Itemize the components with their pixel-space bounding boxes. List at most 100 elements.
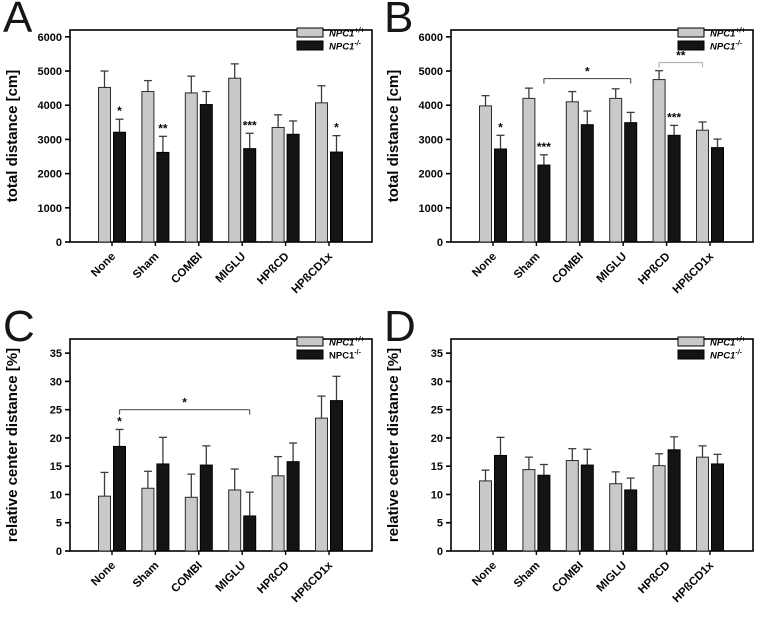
legend-label-superscript: +/+ <box>735 28 745 35</box>
y-tick-label: 4000 <box>419 100 443 112</box>
bar-ko-combi <box>199 104 213 243</box>
x-tick-label-miglu: MIGLU <box>595 560 630 595</box>
bar-ko-combi <box>199 464 213 552</box>
bar-wt-combi <box>565 460 579 552</box>
bar-ko-hpßcd <box>286 461 300 552</box>
bar-wt-hpßcd <box>652 79 666 243</box>
legend-label-wt: NPC1+/+ <box>329 337 364 349</box>
y-tick-label: 15 <box>431 461 443 473</box>
bar-wt-none <box>479 105 492 243</box>
bar-ko-hpßcd1x <box>330 400 343 552</box>
bar-ko-miglu <box>243 148 257 243</box>
legend-label-superscript: -/- <box>735 41 742 48</box>
legend-label-ko: NPC1-/- <box>329 350 362 362</box>
y-tick-label: 20 <box>50 433 62 445</box>
y-tick-label: 10 <box>50 489 62 501</box>
x-tick-label-miglu: MIGLU <box>214 560 249 595</box>
y-axis-label: relative center distance [%] <box>385 348 402 542</box>
bar-ko-combi <box>580 464 594 552</box>
bar-wt-hpßcd1x <box>315 102 328 243</box>
legend-label-superscript: +/+ <box>354 28 364 35</box>
y-tick-label: 5 <box>437 518 443 530</box>
legend-label-ko: NPC1-/- <box>710 350 743 362</box>
y-tick-label: 6000 <box>419 32 443 44</box>
x-tick-label-sham: Sham <box>512 560 543 591</box>
bar-ko-hpßcd <box>286 133 300 243</box>
significance-star: ** <box>158 121 168 135</box>
legend-label-superscript: +/+ <box>354 337 364 344</box>
legend-swatch-ko <box>296 40 324 51</box>
y-tick-label: 5000 <box>419 66 443 78</box>
bar-ko-sham <box>537 164 551 243</box>
bar-wt-combi <box>184 496 198 552</box>
legend-label-superscript: -/- <box>354 41 361 48</box>
bar-wt-miglu <box>228 489 242 552</box>
panel-c: 0 5 10 15 20 25 30 35 relative center distance [… <box>0 302 381 618</box>
x-tick-label-hpßcd: HPßCD <box>255 560 292 597</box>
x-tick-label-sham: Sham <box>512 251 543 282</box>
bar-wt-hpßcd <box>652 465 666 552</box>
x-tick-label-hpßcd1x: HPßCD1x <box>290 559 336 605</box>
bar-wt-miglu <box>609 97 623 243</box>
plot-frame <box>69 338 373 552</box>
bar-ko-hpßcd1x <box>330 151 343 243</box>
panel-letter-d: D <box>384 302 416 351</box>
y-tick-label: 3000 <box>419 134 443 146</box>
legend-swatch-wt <box>296 27 324 38</box>
legend-swatch-wt <box>296 336 324 347</box>
y-tick-label: 1000 <box>419 203 443 215</box>
y-tick-label: 20 <box>431 433 443 445</box>
y-tick-label: 25 <box>50 405 62 417</box>
x-tick-label-miglu: MIGLU <box>595 251 630 286</box>
chart-b: 0 1000 2000 3000 4000 5000 6000 total distance … <box>385 27 754 296</box>
bar-wt-none <box>479 480 492 552</box>
y-tick-label: 35 <box>431 348 443 360</box>
x-tick-label-combi: COMBI <box>169 560 205 596</box>
y-tick-label: 15 <box>50 461 62 473</box>
x-tick-label-none: None <box>470 560 499 589</box>
legend-label-superscript: +/+ <box>735 337 745 344</box>
significance-star: * <box>117 104 122 118</box>
bar-ko-sham <box>537 474 551 552</box>
bracket-significance-label: * <box>585 65 590 79</box>
legend-swatch-wt <box>677 27 705 38</box>
x-tick-label-combi: COMBI <box>550 560 586 596</box>
panel-letter-c: C <box>3 302 35 351</box>
x-tick-label-combi: COMBI <box>169 251 205 287</box>
bar-ko-miglu <box>624 122 638 243</box>
y-tick-label: 2000 <box>38 169 62 181</box>
x-tick-label-none: None <box>89 251 118 280</box>
y-tick-label: 1000 <box>38 203 62 215</box>
bar-wt-hpßcd1x <box>696 129 709 243</box>
y-tick-label: 25 <box>431 405 443 417</box>
bar-wt-hpßcd <box>271 475 285 552</box>
bar-wt-hpßcd1x <box>315 417 328 552</box>
bar-wt-combi <box>184 92 198 243</box>
bar-ko-none <box>494 148 507 243</box>
y-tick-label: 30 <box>50 376 62 388</box>
bar-wt-none <box>98 86 111 243</box>
significance-star: *** <box>243 118 257 132</box>
panel-letter-a: A <box>3 0 33 42</box>
bar-ko-none <box>494 454 507 552</box>
legend-label-superscript: -/- <box>735 350 742 357</box>
y-tick-label: 2000 <box>419 169 443 181</box>
bracket-significance-label: * <box>182 396 187 410</box>
bar-ko-hpßcd <box>667 449 681 552</box>
bar-wt-miglu <box>228 77 242 243</box>
panel-d: 0 5 10 15 20 25 30 35 relative center distance [… <box>381 302 762 618</box>
bar-wt-combi <box>565 101 579 243</box>
legend-swatch-wt <box>677 336 705 347</box>
y-tick-label: 6000 <box>38 32 62 44</box>
chart-c: 0 5 10 15 20 25 30 35 relative center distance [… <box>4 336 373 605</box>
bar-wt-sham <box>141 487 155 552</box>
x-tick-label-none: None <box>89 560 118 589</box>
bar-wt-sham <box>522 97 536 243</box>
plot-frame <box>69 29 373 243</box>
plot-frame <box>450 29 754 243</box>
legend-label-wt: NPC1+/+ <box>710 337 745 349</box>
y-axis-label: total distance [cm] <box>4 70 21 203</box>
x-tick-label-hpßcd: HPßCD <box>255 251 292 288</box>
y-tick-label: 5 <box>56 518 62 530</box>
y-axis-label: total distance [cm] <box>385 70 402 203</box>
